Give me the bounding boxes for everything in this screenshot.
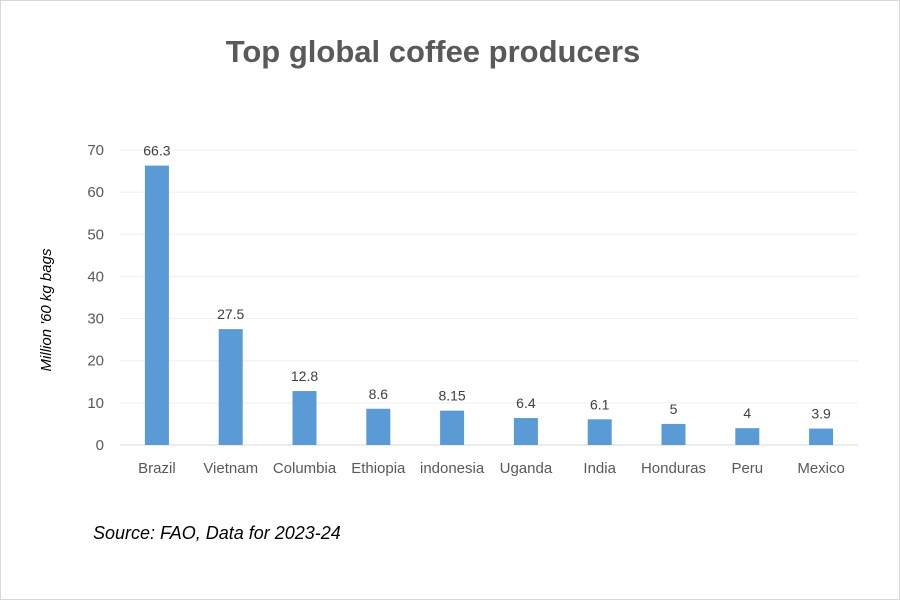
bars — [144, 165, 834, 446]
y-tick-label: 30 — [87, 311, 104, 328]
y-tick-label: 50 — [87, 226, 104, 243]
bar — [366, 408, 391, 445]
y-tick-label: 10 — [87, 395, 104, 412]
chart-title: Top global coffee producers — [225, 34, 641, 69]
data-label: 27.5 — [217, 306, 244, 322]
y-tick-label: 60 — [87, 184, 104, 201]
data-labels: 66.3 27.5 12.8 8.6 8.15 6.4 6.1 5 4 3.9 — [143, 143, 831, 422]
x-tick-label: Honduras — [641, 460, 706, 477]
x-tick-label: Vietnam — [203, 460, 258, 477]
x-tick-label: Columbia — [273, 460, 337, 477]
y-axis-title: Million '60 kg bags — [38, 248, 55, 371]
bar — [809, 428, 834, 445]
y-axis-ticks: 0 10 20 30 40 50 60 70 — [87, 142, 104, 454]
data-label: 4 — [743, 405, 751, 421]
bar — [587, 419, 612, 445]
y-tick-label: 40 — [87, 268, 104, 285]
x-tick-label: India — [583, 460, 616, 477]
x-tick-label: Ethiopia — [351, 460, 406, 477]
data-label: 3.9 — [811, 406, 831, 422]
gridlines — [120, 149, 858, 446]
bar — [440, 410, 465, 445]
bar — [513, 418, 538, 445]
data-label: 12.8 — [291, 368, 318, 384]
bar — [144, 165, 169, 446]
x-tick-label: indonesia — [420, 460, 485, 477]
x-axis-ticks: Brazil Vietnam Columbia Ethiopia indonesia Ug… — [138, 460, 845, 477]
y-tick-label: 70 — [87, 142, 104, 159]
x-tick-label: Uganda — [500, 460, 553, 477]
x-tick-label: Brazil — [138, 460, 176, 477]
data-label: 8.6 — [369, 386, 389, 402]
data-label: 8.15 — [438, 388, 465, 404]
x-tick-label: Peru — [731, 460, 763, 477]
data-label: 6.1 — [590, 396, 610, 412]
data-label: 66.3 — [143, 143, 170, 159]
source-note: Source: FAO, Data for 2023-24 — [93, 523, 341, 543]
bar — [661, 423, 686, 445]
x-tick-label: Mexico — [797, 460, 845, 477]
bar — [735, 428, 760, 445]
y-tick-label: 20 — [87, 353, 104, 370]
y-tick-label: 0 — [96, 437, 104, 454]
data-label: 6.4 — [516, 395, 536, 411]
bar — [292, 391, 317, 445]
data-label: 5 — [670, 401, 678, 417]
bar — [218, 329, 243, 445]
